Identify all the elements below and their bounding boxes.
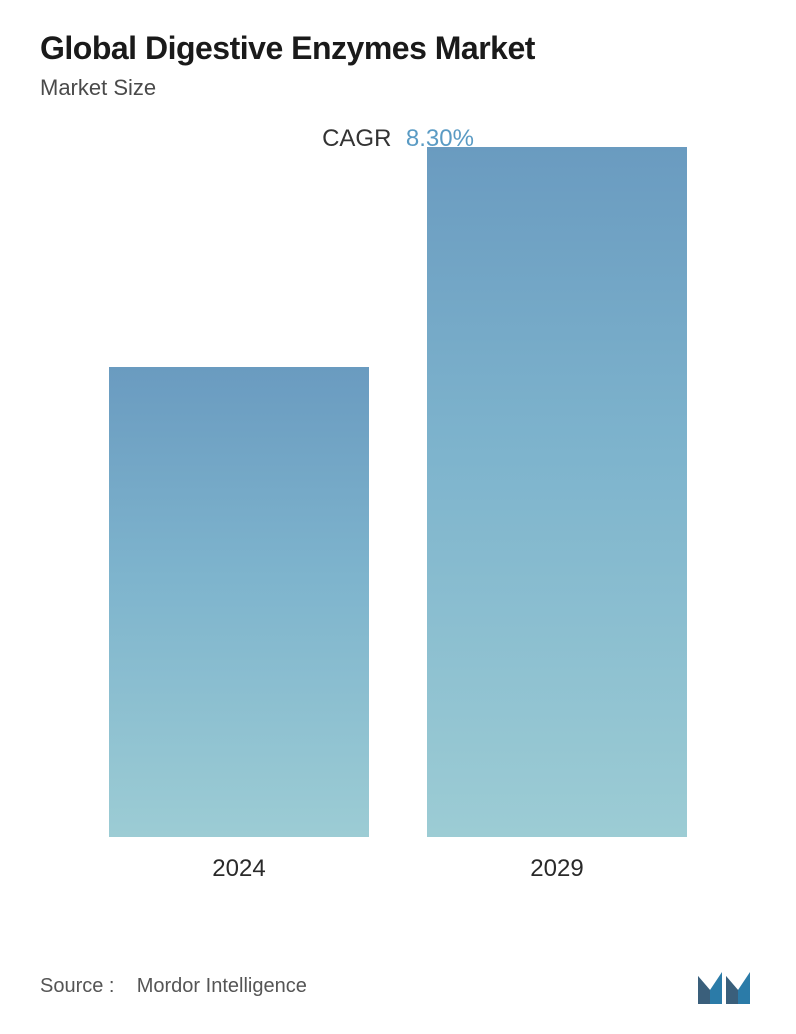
logo-icon: [696, 966, 756, 1006]
chart-title: Global Digestive Enzymes Market: [40, 30, 756, 67]
cagr-label: CAGR: [322, 125, 391, 152]
bar-label-1: 2024: [212, 855, 265, 883]
bar-group-2: 2029: [427, 147, 687, 883]
footer: Source : Mordor Intelligence: [40, 966, 756, 1006]
bar-label-2: 2029: [530, 855, 583, 883]
source-label: Source :: [40, 975, 114, 997]
bar-1: [109, 367, 369, 837]
source-name: Mordor Intelligence: [137, 975, 307, 997]
chart-area: 2024 2029: [40, 193, 756, 883]
chart-subtitle: Market Size: [40, 75, 756, 101]
bar-2: [427, 147, 687, 837]
bar-group-1: 2024: [109, 367, 369, 883]
source-text: Source : Mordor Intelligence: [40, 975, 307, 998]
